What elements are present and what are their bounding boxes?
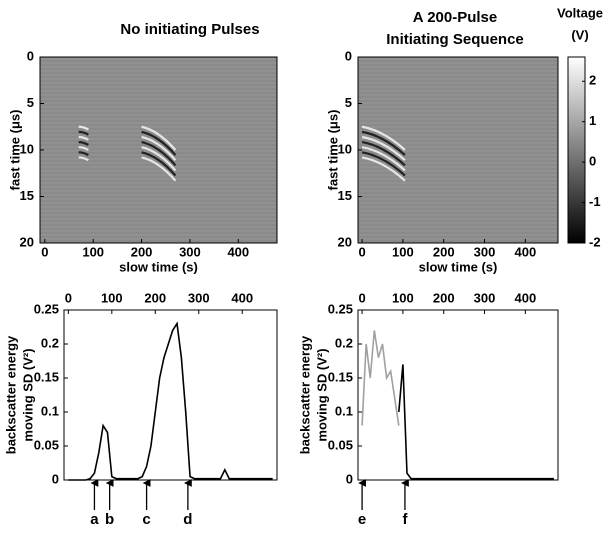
chart-title: A 200-Pulse (413, 9, 498, 26)
y-tick-label: 20 (20, 234, 34, 249)
image-texture (361, 156, 406, 182)
y-tick-label: 0.2 (41, 335, 59, 350)
y-tick-label: 10 (20, 141, 34, 156)
x-tick-label: 400 (514, 290, 536, 305)
y-tick-label: 0 (52, 471, 59, 486)
x-tick-label: 100 (101, 290, 123, 305)
x-tick-label: 0 (41, 244, 48, 259)
chart-title: No initiating Pulses (120, 21, 259, 38)
x-tick-label: 200 (131, 244, 153, 259)
y-tick-label: 0.1 (335, 403, 353, 418)
y-axis-label: moving SD (V²) (314, 348, 329, 441)
y-tick-label: 0.15 (34, 369, 59, 384)
image-texture (78, 130, 89, 136)
x-tick-label: 400 (227, 244, 249, 259)
colorbar-tick-label: -1 (589, 194, 601, 209)
y-tick-label: 15 (338, 188, 352, 203)
image-texture (78, 146, 89, 151)
y-tick-label: 0 (345, 48, 352, 63)
annotation-label: d (183, 511, 192, 528)
x-tick-label: 0 (65, 290, 72, 305)
y-axis-label: moving SD (V²) (20, 348, 35, 441)
annotation-label: a (90, 511, 99, 528)
x-tick-label: 100 (82, 244, 104, 259)
image-texture (141, 125, 177, 151)
x-tick-label: 100 (392, 244, 414, 259)
image-texture (141, 130, 177, 156)
y-tick-label: 0.1 (41, 403, 59, 418)
image-texture (361, 151, 406, 177)
y-tick-label: 0 (27, 48, 34, 63)
x-tick-label: 400 (231, 290, 253, 305)
colorbar-label: (V) (571, 27, 588, 42)
image-texture (78, 151, 89, 157)
image-texture (141, 151, 177, 177)
line-series (68, 321, 273, 481)
x-tick-label: 300 (179, 244, 201, 259)
image-texture (141, 156, 177, 182)
x-tick-label: 300 (474, 290, 496, 305)
y-tick-label: 5 (27, 95, 34, 110)
image-texture (78, 135, 89, 141)
image-texture (361, 130, 406, 156)
y-axis-label: fast time (μs) (325, 110, 340, 191)
colorbar-tick-label: 2 (589, 73, 596, 88)
image-texture (361, 146, 406, 172)
y-tick-label: 20 (338, 234, 352, 249)
colorbar-tick-label: -2 (589, 234, 601, 249)
line-series (361, 330, 400, 426)
colorbar-tick-label: 1 (589, 113, 596, 128)
line-series (398, 364, 554, 480)
x-tick-label: 300 (474, 244, 496, 259)
x-tick-label: 200 (433, 244, 455, 259)
annotation-label: c (142, 511, 150, 528)
y-tick-label: 5 (345, 95, 352, 110)
y-tick-label: 10 (338, 141, 352, 156)
y-tick-label: 15 (20, 188, 34, 203)
annotation-label: b (105, 511, 114, 528)
x-tick-label: 200 (433, 290, 455, 305)
image-texture (361, 125, 406, 151)
x-tick-label: 200 (144, 290, 166, 305)
image-texture (78, 156, 89, 162)
x-tick-label: 300 (188, 290, 210, 305)
y-tick-label: 0.15 (328, 369, 353, 384)
chart-title: Initiating Sequence (386, 31, 524, 48)
y-tick-label: 0.25 (328, 301, 353, 316)
x-axis-label: slow time (s) (419, 259, 498, 274)
image-texture (141, 146, 177, 172)
colorbar (567, 56, 586, 244)
annotation-label: e (358, 511, 366, 528)
x-tick-label: 0 (358, 290, 365, 305)
plot-frame (357, 309, 559, 481)
y-tick-label: 0.05 (328, 437, 353, 452)
image-texture (78, 125, 89, 131)
plot-frame (63, 309, 278, 481)
y-axis-label: backscatter energy (3, 335, 18, 454)
y-axis-label: backscatter energy (297, 335, 312, 454)
colorbar-tick-label: 0 (589, 154, 596, 169)
image-texture (361, 135, 406, 162)
x-tick-label: 100 (392, 290, 414, 305)
y-tick-label: 0.05 (34, 437, 59, 452)
colorbar-label: Voltage (557, 5, 603, 20)
x-tick-label: 400 (514, 244, 536, 259)
y-tick-label: 0 (346, 471, 353, 486)
x-tick-label: 0 (358, 244, 365, 259)
image-texture (141, 135, 177, 161)
image-texture (141, 141, 177, 167)
image-texture (361, 141, 406, 167)
image-texture (78, 140, 89, 146)
y-tick-label: 0.2 (335, 335, 353, 350)
y-tick-label: 0.25 (34, 301, 59, 316)
y-axis-label: fast time (μs) (7, 110, 22, 191)
annotation-label: f (402, 511, 408, 528)
x-axis-label: slow time (s) (119, 259, 198, 274)
